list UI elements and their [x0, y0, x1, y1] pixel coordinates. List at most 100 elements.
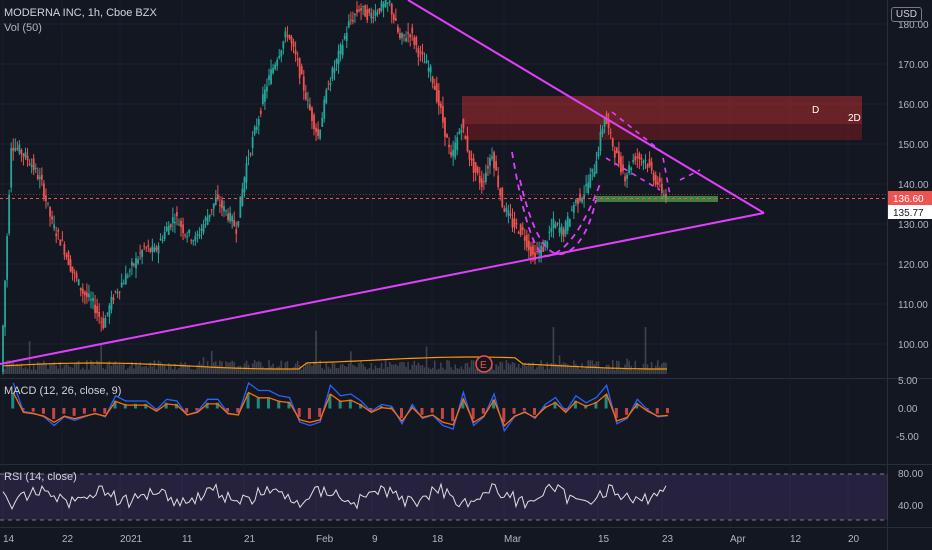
macd-histogram-bar	[666, 408, 669, 414]
candle-body	[315, 127, 317, 132]
upper-trendline[interactable]	[407, 0, 765, 214]
volume-bar	[96, 360, 98, 374]
candle-body	[546, 241, 549, 248]
handle-pattern-lower[interactable]	[605, 157, 661, 191]
candle-body	[572, 204, 575, 213]
time-axis[interactable]: 14 22 2021 11 21 Feb 9 18 Mar 15 23 Apr 12 20	[3, 534, 860, 545]
volume-bar	[575, 363, 577, 374]
volume-ma-line	[2, 356, 667, 370]
candle-body	[642, 161, 645, 164]
macd-legend[interactable]: MACD (12, 26, close, 9)	[4, 385, 122, 397]
volume-bar	[71, 367, 74, 374]
cup-pattern-outer[interactable]	[511, 151, 601, 257]
volume-bar	[470, 360, 473, 374]
macd-histogram-bar	[236, 408, 240, 413]
candle-body	[399, 33, 401, 39]
price-tick: 120.00	[898, 260, 929, 271]
volume-bar	[628, 360, 630, 374]
lower-trendline[interactable]	[0, 212, 765, 365]
candle-body	[313, 114, 315, 130]
cup-pattern-inner[interactable]	[519, 179, 597, 255]
candle-body	[648, 159, 651, 166]
volume-bar	[149, 362, 152, 374]
candle-body	[493, 152, 495, 169]
rsi-tick: 80.00	[898, 469, 923, 480]
volume-bar	[145, 366, 148, 374]
volume-bar	[282, 369, 285, 374]
volume-bar	[317, 363, 319, 374]
volume-bar	[260, 362, 262, 374]
candle-body	[20, 149, 23, 155]
resistance-zone[interactable]	[462, 96, 862, 140]
volume-bar	[172, 369, 174, 374]
macd-histogram-bar	[502, 408, 506, 423]
macd-line	[12, 381, 669, 433]
volume-bar	[579, 369, 581, 374]
candle-body	[81, 288, 84, 294]
volume-bar	[53, 362, 55, 374]
candle-body	[542, 246, 545, 252]
volume-bar	[127, 368, 129, 374]
macd-signal-line	[12, 391, 669, 428]
earnings-marker[interactable]	[475, 355, 493, 373]
volume-bar	[650, 361, 653, 374]
symbol-legend[interactable]: MODERNA INC, 1h, Cboe BZX	[4, 7, 157, 19]
volume-bar	[622, 368, 624, 374]
level-price-value: 135.77	[893, 208, 924, 219]
candle-body	[513, 218, 516, 228]
macd-histogram-bar	[41, 408, 45, 414]
candle-body	[468, 150, 471, 160]
time-tick: 2021	[120, 534, 143, 545]
candle-body	[143, 245, 146, 247]
macd-histogram-bar	[451, 408, 455, 422]
volume-bar	[544, 369, 547, 374]
rsi-legend[interactable]: RSI (14, close)	[4, 471, 77, 483]
candle-body	[589, 174, 592, 188]
candle-body	[384, 0, 387, 7]
macd-histogram-bar	[328, 394, 332, 409]
volume-bar	[573, 360, 575, 374]
volume-bar	[382, 368, 385, 374]
candle-body	[28, 163, 31, 165]
candle-body	[482, 181, 485, 183]
candle-body	[462, 119, 465, 129]
time-tick: 18	[432, 534, 444, 545]
volume-bar	[521, 364, 524, 374]
candle-body	[595, 160, 598, 174]
macd-histogram-bar	[338, 400, 342, 409]
candle-body	[499, 188, 502, 196]
volume-bar	[116, 364, 119, 374]
volume-bar	[169, 365, 172, 374]
volume-bar	[36, 361, 39, 374]
currency-badge[interactable]: USD	[890, 7, 922, 22]
handle-pattern-upper[interactable]	[611, 111, 671, 196]
candle-body	[12, 147, 15, 151]
volume-bar	[421, 364, 424, 374]
volume-bar	[120, 364, 123, 374]
candle-body	[632, 159, 635, 163]
volume-bar	[444, 369, 446, 374]
volume-bar	[192, 369, 195, 374]
volume-bar	[77, 360, 80, 374]
candle-body	[527, 240, 530, 251]
candle-body	[2, 325, 4, 373]
volume-bar	[343, 366, 346, 374]
volume-bar	[380, 362, 383, 374]
volume-legend[interactable]: Vol (50)	[4, 22, 42, 34]
volume-bar	[253, 360, 256, 374]
candle-body	[644, 159, 647, 161]
volume-bar	[321, 368, 323, 374]
volume-bar	[247, 364, 250, 374]
volume-bar	[163, 364, 166, 374]
volume-bar	[90, 360, 92, 374]
volume-bar	[397, 366, 399, 374]
volume-bar	[370, 362, 373, 374]
candle-body	[501, 187, 504, 207]
price-axis[interactable]: 180.00 170.00 160.00 150.00 140.00 130.00 120.…	[898, 20, 929, 351]
candle-body	[658, 177, 661, 182]
volume-bar	[135, 362, 137, 374]
macd-histogram-bar	[103, 408, 107, 414]
volume-bar	[165, 369, 168, 374]
volume-bar	[378, 367, 381, 374]
